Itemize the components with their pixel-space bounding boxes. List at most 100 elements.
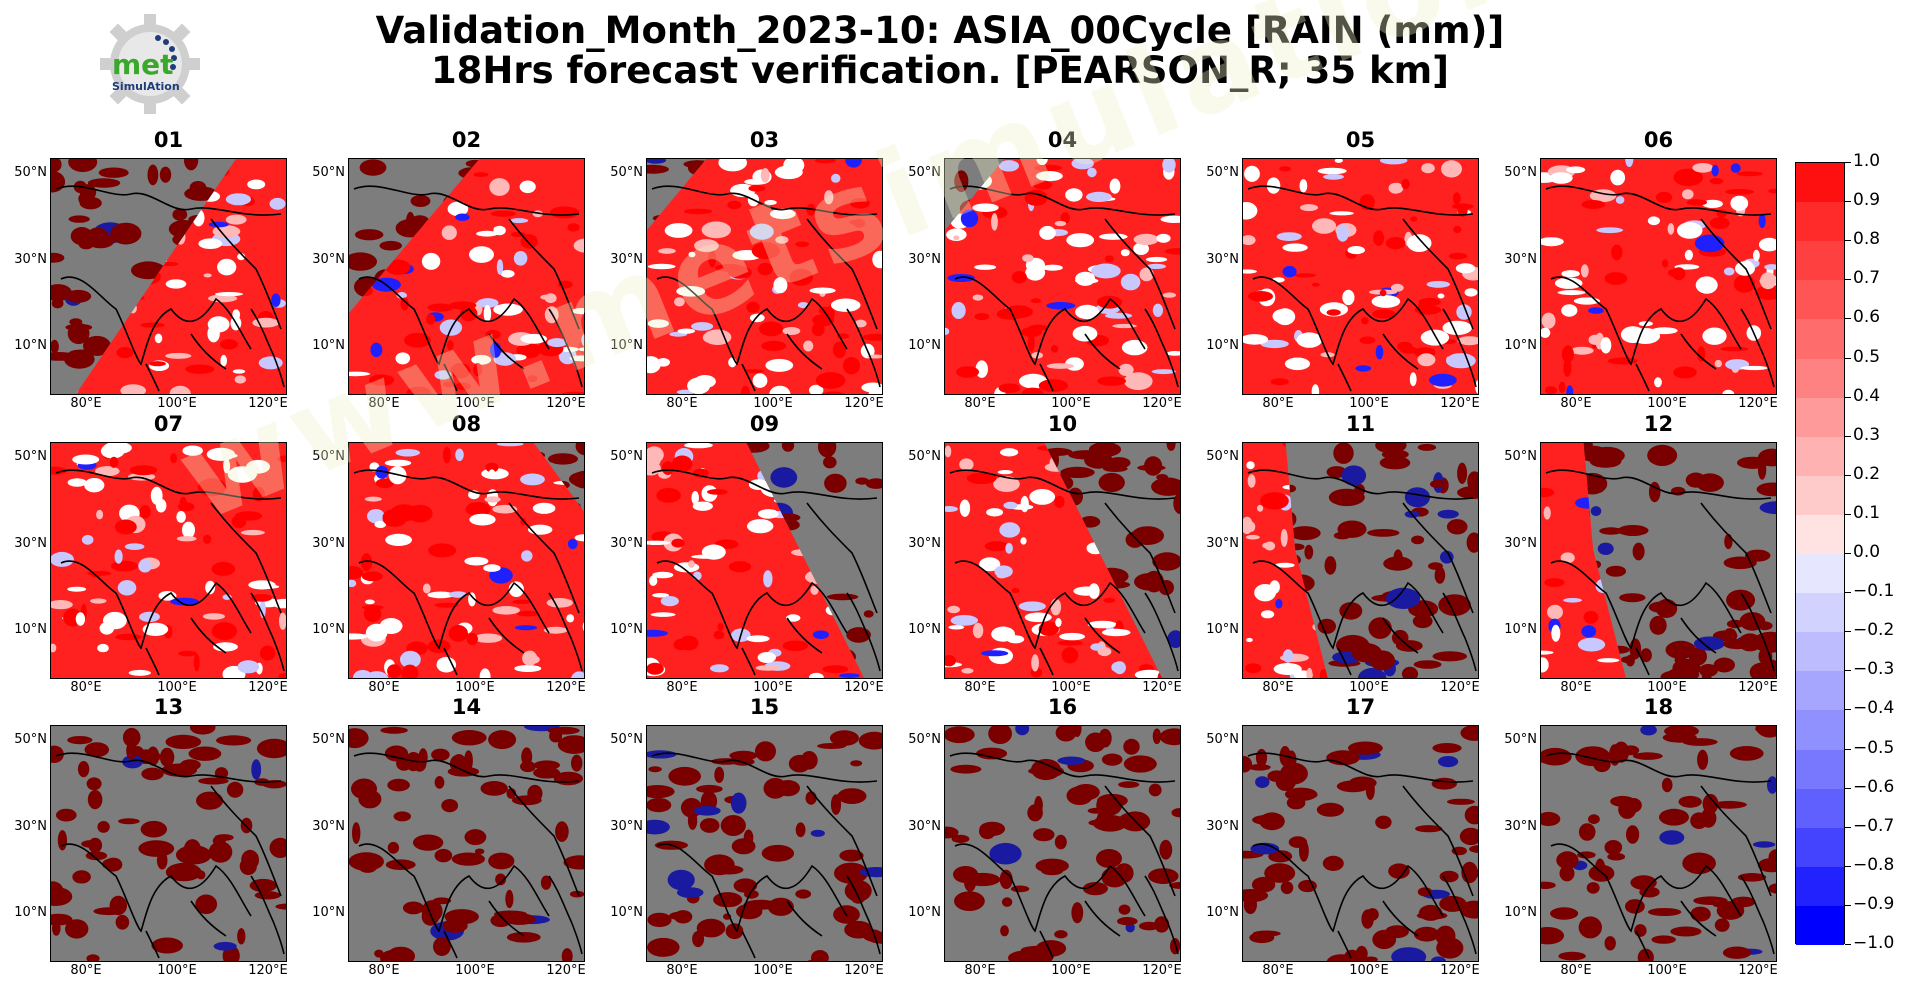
correlation-field — [647, 159, 882, 394]
lon-tick-label: 80°E — [666, 680, 698, 695]
lon-tick-label: 100°E — [1349, 396, 1389, 411]
map-panel-14 — [348, 725, 585, 962]
map-panel-06 — [1540, 158, 1777, 395]
lon-tick-label: 120°E — [844, 680, 884, 695]
lat-tick-label: 50°N — [1504, 449, 1537, 464]
colorbar-segment — [1796, 788, 1844, 829]
correlation-field — [51, 443, 286, 678]
lat-tick-label: 30°N — [1206, 252, 1239, 267]
map-panel-12 — [1540, 442, 1777, 679]
colorbar-label: 0.0 — [1853, 542, 1881, 562]
lon-tick-label: 100°E — [1647, 963, 1687, 978]
lat-tick-label: 50°N — [908, 165, 941, 180]
lon-tick-label: 80°E — [1262, 396, 1294, 411]
lat-tick-label: 10°N — [14, 338, 47, 353]
colorbar-label: 0.6 — [1853, 307, 1881, 328]
lat-tick-label: 30°N — [1206, 819, 1239, 834]
lon-tick-label: 100°E — [1051, 396, 1091, 411]
lat-tick-label: 50°N — [312, 732, 345, 747]
panel-title: 02 — [451, 128, 482, 152]
colorbar-segment — [1796, 202, 1844, 242]
correlation-field — [945, 159, 1180, 394]
lat-tick-label: 10°N — [610, 905, 643, 920]
lat-tick-label: 50°N — [312, 165, 345, 180]
colorbar-label: 0.5 — [1853, 346, 1881, 367]
lon-tick-label: 120°E — [248, 396, 288, 411]
colorbar-segment — [1796, 905, 1844, 946]
colorbar-label: −0.3 — [1853, 659, 1895, 680]
lat-tick-label: 30°N — [312, 252, 345, 267]
colorbar-label: 0.3 — [1853, 424, 1881, 445]
lon-tick-label: 80°E — [70, 680, 102, 695]
colorbar-segment — [1796, 632, 1844, 672]
lon-tick-label: 80°E — [1262, 963, 1294, 978]
colorbar-segment — [1796, 593, 1844, 633]
colorbar-tick — [1845, 279, 1851, 281]
lat-tick-label: 30°N — [908, 252, 941, 267]
colorbar-segment — [1796, 436, 1844, 477]
map-panel-01 — [50, 158, 287, 395]
coastline — [651, 752, 881, 959]
lon-tick-label: 80°E — [368, 396, 400, 411]
colorbar-segment — [1796, 475, 1844, 516]
lat-tick-label: 50°N — [908, 732, 941, 747]
lon-tick-label: 100°E — [1051, 680, 1091, 695]
lat-tick-label: 10°N — [14, 622, 47, 637]
coastline — [1545, 752, 1775, 959]
colorbar-label: −0.7 — [1853, 815, 1895, 836]
lat-tick-label: 50°N — [1504, 732, 1537, 747]
coastline — [1247, 469, 1477, 676]
lon-tick-label: 120°E — [1440, 396, 1480, 411]
lat-tick-label: 10°N — [610, 338, 643, 353]
panel-title: 07 — [153, 412, 184, 436]
lon-tick-label: 80°E — [964, 963, 996, 978]
lon-tick-label: 120°E — [1142, 963, 1182, 978]
colorbar-tick — [1845, 904, 1851, 906]
lon-tick-label: 100°E — [1647, 680, 1687, 695]
lon-tick-label: 120°E — [1738, 963, 1778, 978]
colorbar-label: 0.9 — [1853, 190, 1881, 211]
lat-tick-label: 50°N — [1206, 732, 1239, 747]
lat-tick-label: 30°N — [610, 252, 643, 267]
colorbar-segment — [1796, 827, 1844, 868]
map-panel-03 — [646, 158, 883, 395]
correlation-field — [349, 443, 584, 678]
colorbar-tick — [1845, 709, 1851, 711]
lon-tick-label: 120°E — [1142, 396, 1182, 411]
lat-tick-label: 50°N — [610, 449, 643, 464]
lon-tick-label: 100°E — [455, 680, 495, 695]
lat-tick-label: 30°N — [908, 819, 941, 834]
colorbar-tick — [1845, 474, 1851, 476]
colorbar-tick — [1845, 201, 1851, 203]
panel-title: 18 — [1643, 695, 1674, 719]
colorbar-segment — [1796, 671, 1844, 711]
lat-tick-label: 50°N — [1206, 449, 1239, 464]
panel-title: 16 — [1047, 695, 1078, 719]
colorbar-segment — [1796, 358, 1844, 399]
lat-tick-label: 50°N — [14, 732, 47, 747]
panel-title: 14 — [451, 695, 482, 719]
lon-tick-label: 80°E — [70, 963, 102, 978]
colorbar-label: 1.0 — [1853, 151, 1881, 171]
lon-tick-label: 120°E — [844, 963, 884, 978]
colorbar-tick — [1845, 318, 1851, 320]
missing-data-mask — [1243, 726, 1478, 961]
colorbar-tick — [1845, 748, 1851, 750]
colorbar-tick — [1845, 865, 1851, 867]
colorbar-label: 0.4 — [1853, 385, 1881, 406]
missing-data-mask — [647, 726, 882, 961]
colorbar-label: −0.5 — [1853, 737, 1895, 758]
colorbar — [1795, 162, 1845, 946]
gear-logo-icon: met SimulAtion — [100, 14, 200, 114]
lat-tick-label: 50°N — [610, 165, 643, 180]
lat-tick-label: 50°N — [14, 449, 47, 464]
panel-title: 09 — [749, 412, 780, 436]
lon-tick-label: 100°E — [753, 963, 793, 978]
lat-tick-label: 10°N — [312, 905, 345, 920]
colorbar-tick — [1845, 670, 1851, 672]
map-panel-09 — [646, 442, 883, 679]
colorbar-label: −1.0 — [1853, 933, 1895, 953]
colorbar-tick — [1845, 787, 1851, 789]
panel-title: 05 — [1345, 128, 1376, 152]
lon-tick-label: 80°E — [70, 396, 102, 411]
